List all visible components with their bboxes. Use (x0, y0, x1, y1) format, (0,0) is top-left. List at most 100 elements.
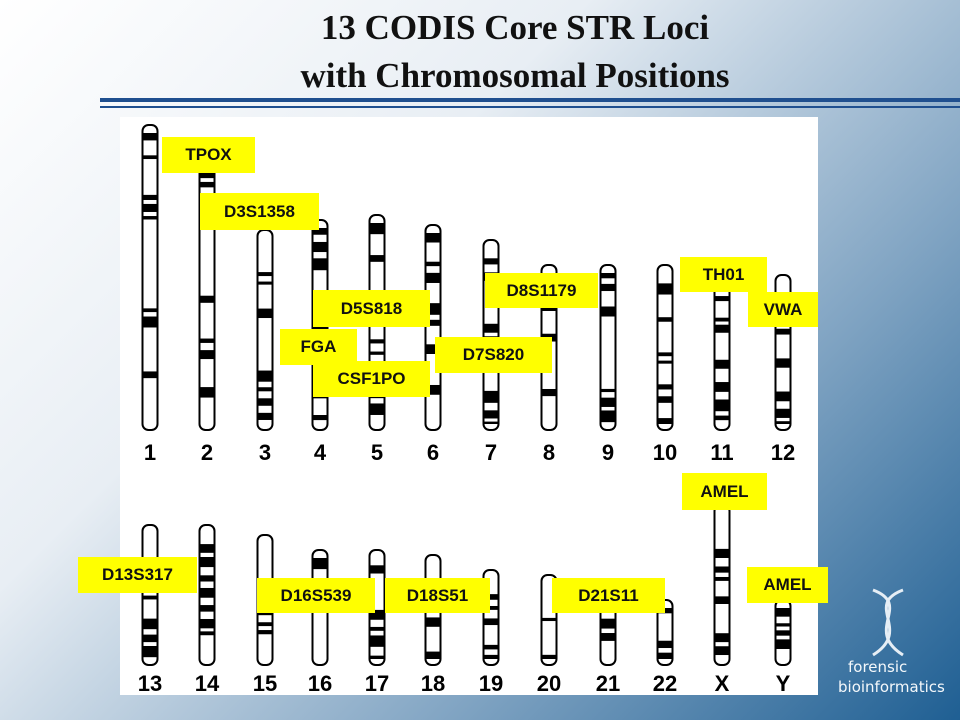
band (258, 412, 272, 420)
band (776, 608, 790, 617)
locus-label: TH01 (680, 257, 767, 292)
chromosome (141, 124, 159, 431)
chromosome-number: 2 (201, 440, 213, 465)
band (776, 630, 790, 636)
chromosome (599, 264, 617, 431)
band (715, 317, 729, 322)
band (776, 328, 790, 335)
band (484, 654, 498, 659)
chromosome-number: 12 (771, 440, 795, 465)
band (200, 181, 214, 188)
chromosome-number: 7 (485, 440, 497, 465)
band (426, 319, 440, 326)
band (370, 339, 384, 344)
chromosome-number: X (715, 671, 730, 695)
chromosome-number: 3 (259, 440, 271, 465)
band (370, 635, 384, 647)
logo-helix (872, 588, 904, 657)
band (658, 640, 672, 649)
band (601, 618, 615, 629)
band (601, 306, 615, 317)
band (715, 596, 729, 604)
locus-label: FGA (280, 329, 357, 365)
band (200, 295, 214, 303)
band (258, 387, 272, 392)
chromosome-number: 8 (543, 440, 555, 465)
band (601, 273, 615, 279)
band (370, 351, 384, 355)
band (200, 575, 214, 582)
chromosome-number: 16 (308, 671, 332, 695)
band (542, 654, 556, 659)
band (715, 296, 729, 302)
band (715, 359, 729, 369)
band (658, 396, 672, 403)
band (715, 633, 729, 643)
band (313, 228, 327, 235)
band (715, 566, 729, 573)
band (776, 408, 790, 418)
locus-label: AMEL (682, 473, 767, 510)
band (370, 609, 384, 620)
band (143, 595, 157, 600)
band (200, 631, 214, 636)
chromosome-number: 13 (138, 671, 162, 695)
chromosome-number: 17 (365, 671, 389, 695)
band (143, 618, 157, 630)
locus-label: D13S317 (78, 557, 197, 593)
band (484, 390, 498, 403)
band (313, 415, 327, 421)
band (143, 308, 157, 313)
band (143, 645, 157, 658)
band (143, 634, 157, 643)
band (484, 323, 498, 333)
chromosome (424, 224, 442, 431)
band (370, 255, 384, 262)
band (370, 565, 384, 574)
band (601, 388, 615, 393)
band (776, 639, 790, 649)
band (200, 173, 214, 179)
band (715, 548, 729, 558)
locus-label: D21S11 (552, 578, 665, 613)
band (370, 223, 384, 235)
band (715, 324, 729, 333)
band (143, 155, 157, 160)
locus-label: CSF1PO (313, 361, 430, 397)
band (143, 194, 157, 200)
band (200, 350, 214, 360)
band (658, 418, 672, 424)
band (258, 281, 272, 285)
band (776, 391, 790, 402)
band (258, 630, 272, 635)
chromosome-number: 15 (253, 671, 277, 695)
locus-label: D8S1179 (485, 273, 598, 308)
band (658, 652, 672, 659)
locus-label: AMEL (747, 567, 828, 603)
chromosome-number: 4 (314, 440, 327, 465)
band (200, 544, 214, 553)
band (426, 233, 440, 243)
band (426, 651, 440, 659)
chromosome-number: 5 (371, 440, 383, 465)
band (658, 384, 672, 390)
band (601, 633, 615, 641)
band (776, 623, 790, 627)
band (658, 317, 672, 322)
locus-label: TPOX (162, 137, 255, 173)
chromosome (141, 524, 159, 666)
locus-label: VWA (748, 292, 818, 327)
band (143, 371, 157, 379)
band (258, 272, 272, 277)
band (200, 587, 214, 598)
band (776, 421, 790, 424)
locus-label: D18S51 (385, 578, 490, 613)
logo-text: bioinformatics (838, 678, 945, 696)
chromosome-number: 6 (427, 440, 439, 465)
band (370, 626, 384, 631)
band (313, 258, 327, 271)
band (484, 644, 498, 650)
band (601, 283, 615, 292)
band (601, 410, 615, 423)
band (200, 387, 214, 398)
